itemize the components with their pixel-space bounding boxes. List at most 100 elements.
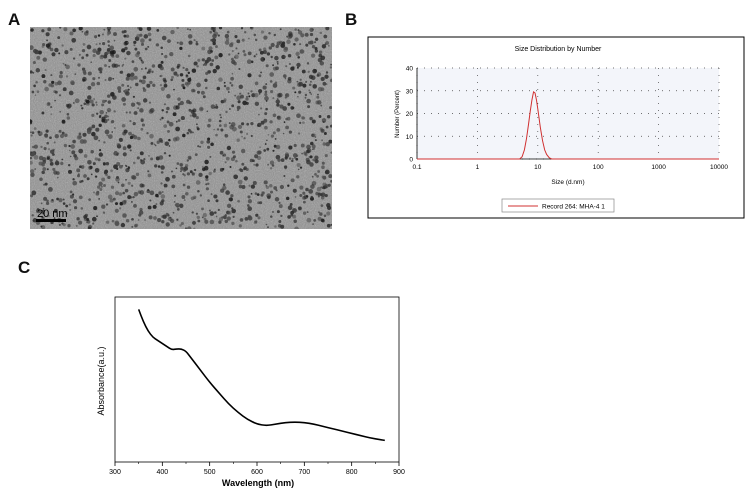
nanoparticle: [294, 196, 297, 198]
nanoparticle: [275, 189, 278, 192]
nanoparticle: [179, 203, 184, 208]
nanoparticle: [241, 38, 245, 42]
nanoparticle: [138, 56, 142, 60]
nanoparticle: [153, 216, 157, 220]
nanoparticle: [47, 27, 52, 32]
nanoparticle: [236, 138, 240, 142]
nanoparticle: [223, 81, 226, 84]
nanoparticle: [231, 104, 235, 108]
nanoparticle: [180, 166, 185, 171]
nanoparticle: [270, 55, 273, 59]
nanoparticle: [63, 143, 68, 148]
nanoparticle: [72, 57, 76, 60]
nanoparticle: [272, 97, 275, 100]
nanoparticle: [232, 155, 236, 159]
nanoparticle: [99, 188, 103, 191]
nanoparticle: [146, 132, 149, 135]
nanoparticle: [30, 156, 33, 160]
nanoparticle: [248, 95, 251, 98]
nanoparticle: [305, 187, 309, 192]
nanoparticle: [117, 181, 120, 184]
uv-x-tick-label: 400: [156, 469, 168, 476]
nanoparticle: [238, 67, 241, 71]
nanoparticle: [181, 78, 185, 82]
nanoparticle: [133, 191, 139, 197]
nanoparticle: [91, 113, 95, 118]
nanoparticle: [41, 45, 45, 48]
nanoparticle: [254, 154, 259, 159]
nanoparticle: [240, 148, 246, 154]
nanoparticle: [102, 211, 106, 214]
nanoparticle: [307, 70, 310, 73]
nanoparticle: [97, 34, 101, 37]
nanoparticle: [215, 104, 218, 106]
nanoparticle: [314, 173, 317, 176]
nanoparticle: [250, 60, 254, 64]
nanoparticle: [109, 198, 114, 203]
nanoparticle: [302, 195, 307, 200]
nanoparticle: [224, 33, 230, 39]
nanoparticle: [287, 215, 291, 219]
nanoparticle: [114, 63, 119, 68]
nanoparticle: [326, 203, 331, 208]
nanoparticle: [114, 221, 120, 227]
nanoparticle: [275, 154, 281, 160]
nanoparticle: [41, 29, 45, 33]
nanoparticle: [76, 135, 82, 140]
nanoparticle: [93, 135, 99, 141]
nanoparticle: [185, 192, 189, 196]
nanoparticle: [271, 164, 275, 167]
dls-y-tick-label: 30: [406, 88, 414, 95]
nanoparticle: [141, 123, 145, 127]
nanoparticle: [177, 97, 181, 101]
nanoparticle: [292, 188, 297, 193]
nanoparticle: [113, 164, 118, 170]
nanoparticle: [288, 62, 291, 66]
panel-label-a: A: [8, 10, 21, 29]
nanoparticle: [146, 189, 151, 194]
nanoparticle: [192, 131, 194, 134]
nanoparticle: [115, 177, 120, 182]
nanoparticle: [139, 108, 144, 113]
nanoparticle: [46, 102, 51, 107]
nanoparticle: [125, 111, 128, 114]
nanoparticle: [105, 203, 109, 206]
nanoparticle: [316, 174, 319, 178]
nanoparticle: [175, 136, 180, 141]
nanoparticle: [239, 130, 243, 134]
nanoparticle: [157, 165, 161, 168]
nanoparticle: [207, 137, 211, 141]
nanoparticle: [292, 214, 297, 219]
nanoparticle: [291, 157, 294, 160]
nanoparticle: [241, 122, 245, 126]
nanoparticle: [82, 69, 87, 74]
nanoparticle: [97, 158, 101, 162]
nanoparticle: [276, 103, 280, 107]
nanoparticle: [324, 154, 328, 158]
uv-x-tick-label: 600: [251, 469, 263, 476]
nanoparticle: [269, 72, 275, 77]
nanoparticle: [176, 208, 180, 211]
nanoparticle: [105, 112, 108, 114]
nanoparticle: [193, 61, 198, 66]
nanoparticle: [265, 100, 268, 102]
nanoparticle: [185, 74, 189, 77]
nanoparticle: [187, 71, 191, 75]
nanoparticle: [253, 220, 258, 224]
nanoparticle: [108, 59, 112, 62]
nanoparticle: [57, 80, 62, 86]
nanoparticle: [90, 82, 96, 87]
nanoparticle: [140, 68, 143, 70]
nanoparticle: [67, 169, 73, 174]
nanoparticle: [96, 112, 99, 115]
nanoparticle: [49, 158, 53, 162]
nanoparticle: [163, 103, 166, 106]
nanoparticle: [35, 81, 38, 84]
nanoparticle: [86, 218, 90, 221]
nanoparticle: [248, 184, 251, 187]
nanoparticle: [54, 99, 56, 102]
nanoparticle: [316, 95, 320, 99]
nanoparticle: [273, 186, 278, 190]
nanoparticle: [182, 66, 185, 69]
nanoparticle: [166, 94, 171, 99]
